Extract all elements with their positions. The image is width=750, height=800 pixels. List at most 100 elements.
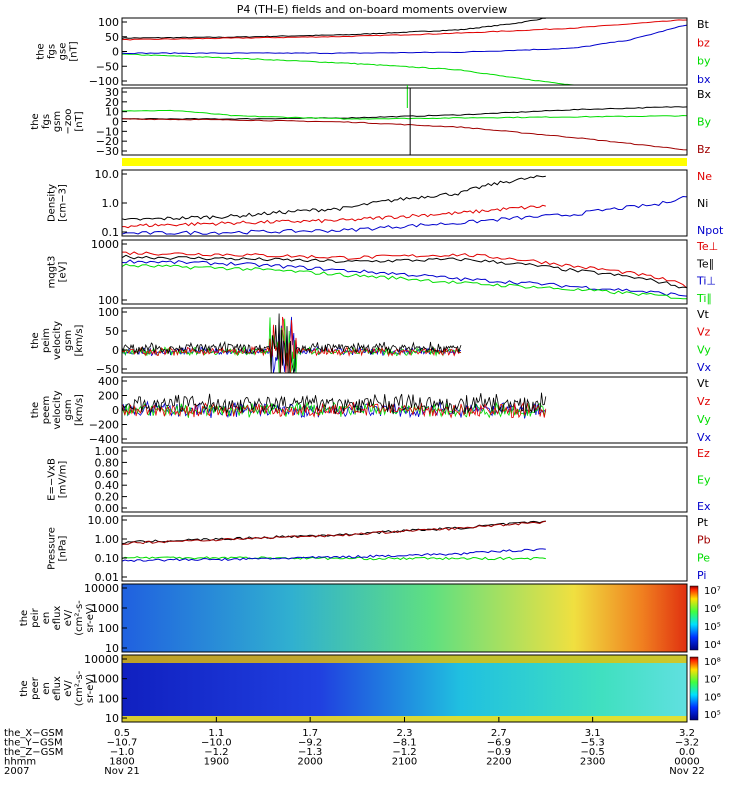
tick-label: 100 (98, 622, 119, 635)
tick-label: 10000 (84, 582, 119, 595)
y-label-line: the (30, 332, 41, 348)
legend-Vy: Vy (697, 343, 711, 356)
tick-label: 100 (98, 294, 119, 307)
chart-title: P4 (TH-E) fields and on-board moments ov… (237, 3, 508, 16)
y-label-line: sr-eV) (85, 603, 96, 632)
panel-frame (121, 446, 688, 513)
panel-temp: 1000 100 mqgt3 [eV] Te⊥ Te∥ Ti⊥ Ti∥ (47, 238, 719, 307)
colorbar-label: 10⁶ (704, 604, 721, 615)
y-label-line: eV/ (63, 680, 74, 697)
y-label: the fgs gsm −zoo [nT] (30, 109, 85, 135)
legend: Vt Vz Vy Vx (697, 377, 712, 444)
noise-trace (121, 401, 547, 419)
tick-label: −400 (89, 433, 119, 446)
y-ticks: 100 50 0 −50 (96, 306, 127, 376)
series-group (121, 251, 688, 300)
y-ticks: 10.00 1.00 0.10 0.01 (88, 514, 127, 584)
legend: Vt Vz Vy Vx (697, 308, 712, 374)
colorbar-label: 10⁵ (704, 710, 721, 721)
y-label-line: [km/s] (74, 324, 85, 356)
y-label-line: peir (30, 607, 41, 627)
x-value: −3.2 (675, 738, 699, 749)
y-label-line: [nT] (69, 41, 80, 61)
y-label-line: fgs (41, 114, 52, 129)
series-group (121, 17, 688, 86)
legend: Ne Ni Npot (697, 170, 724, 237)
x-value: 2200 (486, 757, 511, 768)
tick-label: 400 (98, 375, 119, 388)
panel-frame (121, 239, 688, 305)
y-ticks: 10000 1000 100 10 (84, 653, 127, 725)
y-label-line: gsm (52, 111, 63, 132)
x-value: 3.2 (679, 728, 695, 739)
series-line-Pe (121, 556, 546, 561)
tick-label: 100 (98, 16, 119, 29)
x-value: −5.3 (580, 738, 604, 749)
x-value: −9.2 (298, 738, 322, 749)
x-row-label: the_Z−GSM (4, 747, 63, 758)
tick-label: 0.60 (95, 468, 120, 481)
y-label-line: eflux (52, 676, 63, 701)
series-group (121, 175, 688, 236)
x-value: 0.0 (679, 747, 695, 758)
y-label-line: the (30, 402, 41, 418)
y-label-line: the (36, 43, 47, 59)
x-value: −1.2 (392, 747, 416, 758)
panel-peem: 400 2000 −200−400 the peem velocity gsm [km/s] V… (30, 375, 712, 446)
legend-Ni: Ni (697, 197, 708, 210)
tick-label: −50 (96, 60, 119, 73)
legend-Pb: Pb (697, 534, 711, 547)
x-value: −1.0 (110, 747, 134, 758)
panel-peer: 10⁸ 10⁷ 10⁶ 10⁵ 10000 1000 100 10 the peer en eflux… (19, 653, 721, 725)
tick-label: 0.1 (102, 226, 120, 239)
x-value: 0.5 (114, 728, 130, 739)
x-value: −6.9 (487, 738, 511, 749)
x-value: −1.3 (298, 747, 322, 758)
series-line-Ti⊥ (121, 259, 688, 297)
x-value: −0.9 (487, 747, 511, 758)
tick-label: 1.00 (95, 533, 120, 546)
x-value: 2100 (392, 757, 417, 768)
legend-Te∥: Te∥ (696, 257, 714, 270)
x-value: −10.7 (107, 738, 138, 749)
x-value: 3.1 (585, 728, 601, 739)
noise-trace (121, 316, 462, 374)
legend-Ne: Ne (697, 170, 712, 183)
x-value: 2.7 (491, 728, 507, 739)
legend-bx: bx (697, 73, 711, 86)
y-label: the peim velocity gsm [km/s] (30, 321, 85, 360)
y-label-line: E=−VxB (47, 458, 58, 501)
tick-label: 0 (112, 404, 119, 417)
y-label-line: peim (41, 328, 52, 353)
x-value: 1800 (109, 757, 134, 768)
tick-label: 20 (105, 96, 119, 109)
y-label-line: mqgt3 (47, 256, 58, 289)
y-label-line: the (30, 113, 41, 129)
legend: Ez Ey Ex (697, 447, 711, 513)
noise-trace (121, 313, 462, 374)
legend-Bz: Bz (697, 143, 711, 156)
legend-Pi: Pi (697, 569, 706, 582)
x-value: −8.1 (392, 738, 416, 749)
panel-frame (121, 515, 688, 582)
series-group (121, 520, 546, 562)
tick-label: 0 (112, 46, 119, 59)
series-group (121, 392, 547, 419)
noise-trace (121, 392, 547, 415)
legend-Ez: Ez (697, 447, 710, 460)
legend-Vz: Vz (697, 326, 711, 339)
y-label-line: Density (47, 184, 58, 222)
tick-label: 10 (105, 712, 119, 725)
colorbar-gradient (689, 585, 699, 651)
colorbar-label: 10⁷ (704, 586, 721, 597)
series-line-Pb (121, 520, 546, 545)
y-ticks: 100 50 0−50 −100 (89, 16, 127, 88)
tick-label: −200 (89, 419, 119, 432)
series-line-Ti∥ (121, 263, 687, 300)
y-label-line: the (19, 610, 30, 626)
legend: Pt Pb Pe Pi (697, 516, 711, 582)
tick-label: 0.00 (95, 502, 120, 515)
y-label-line: velocity (52, 390, 63, 429)
